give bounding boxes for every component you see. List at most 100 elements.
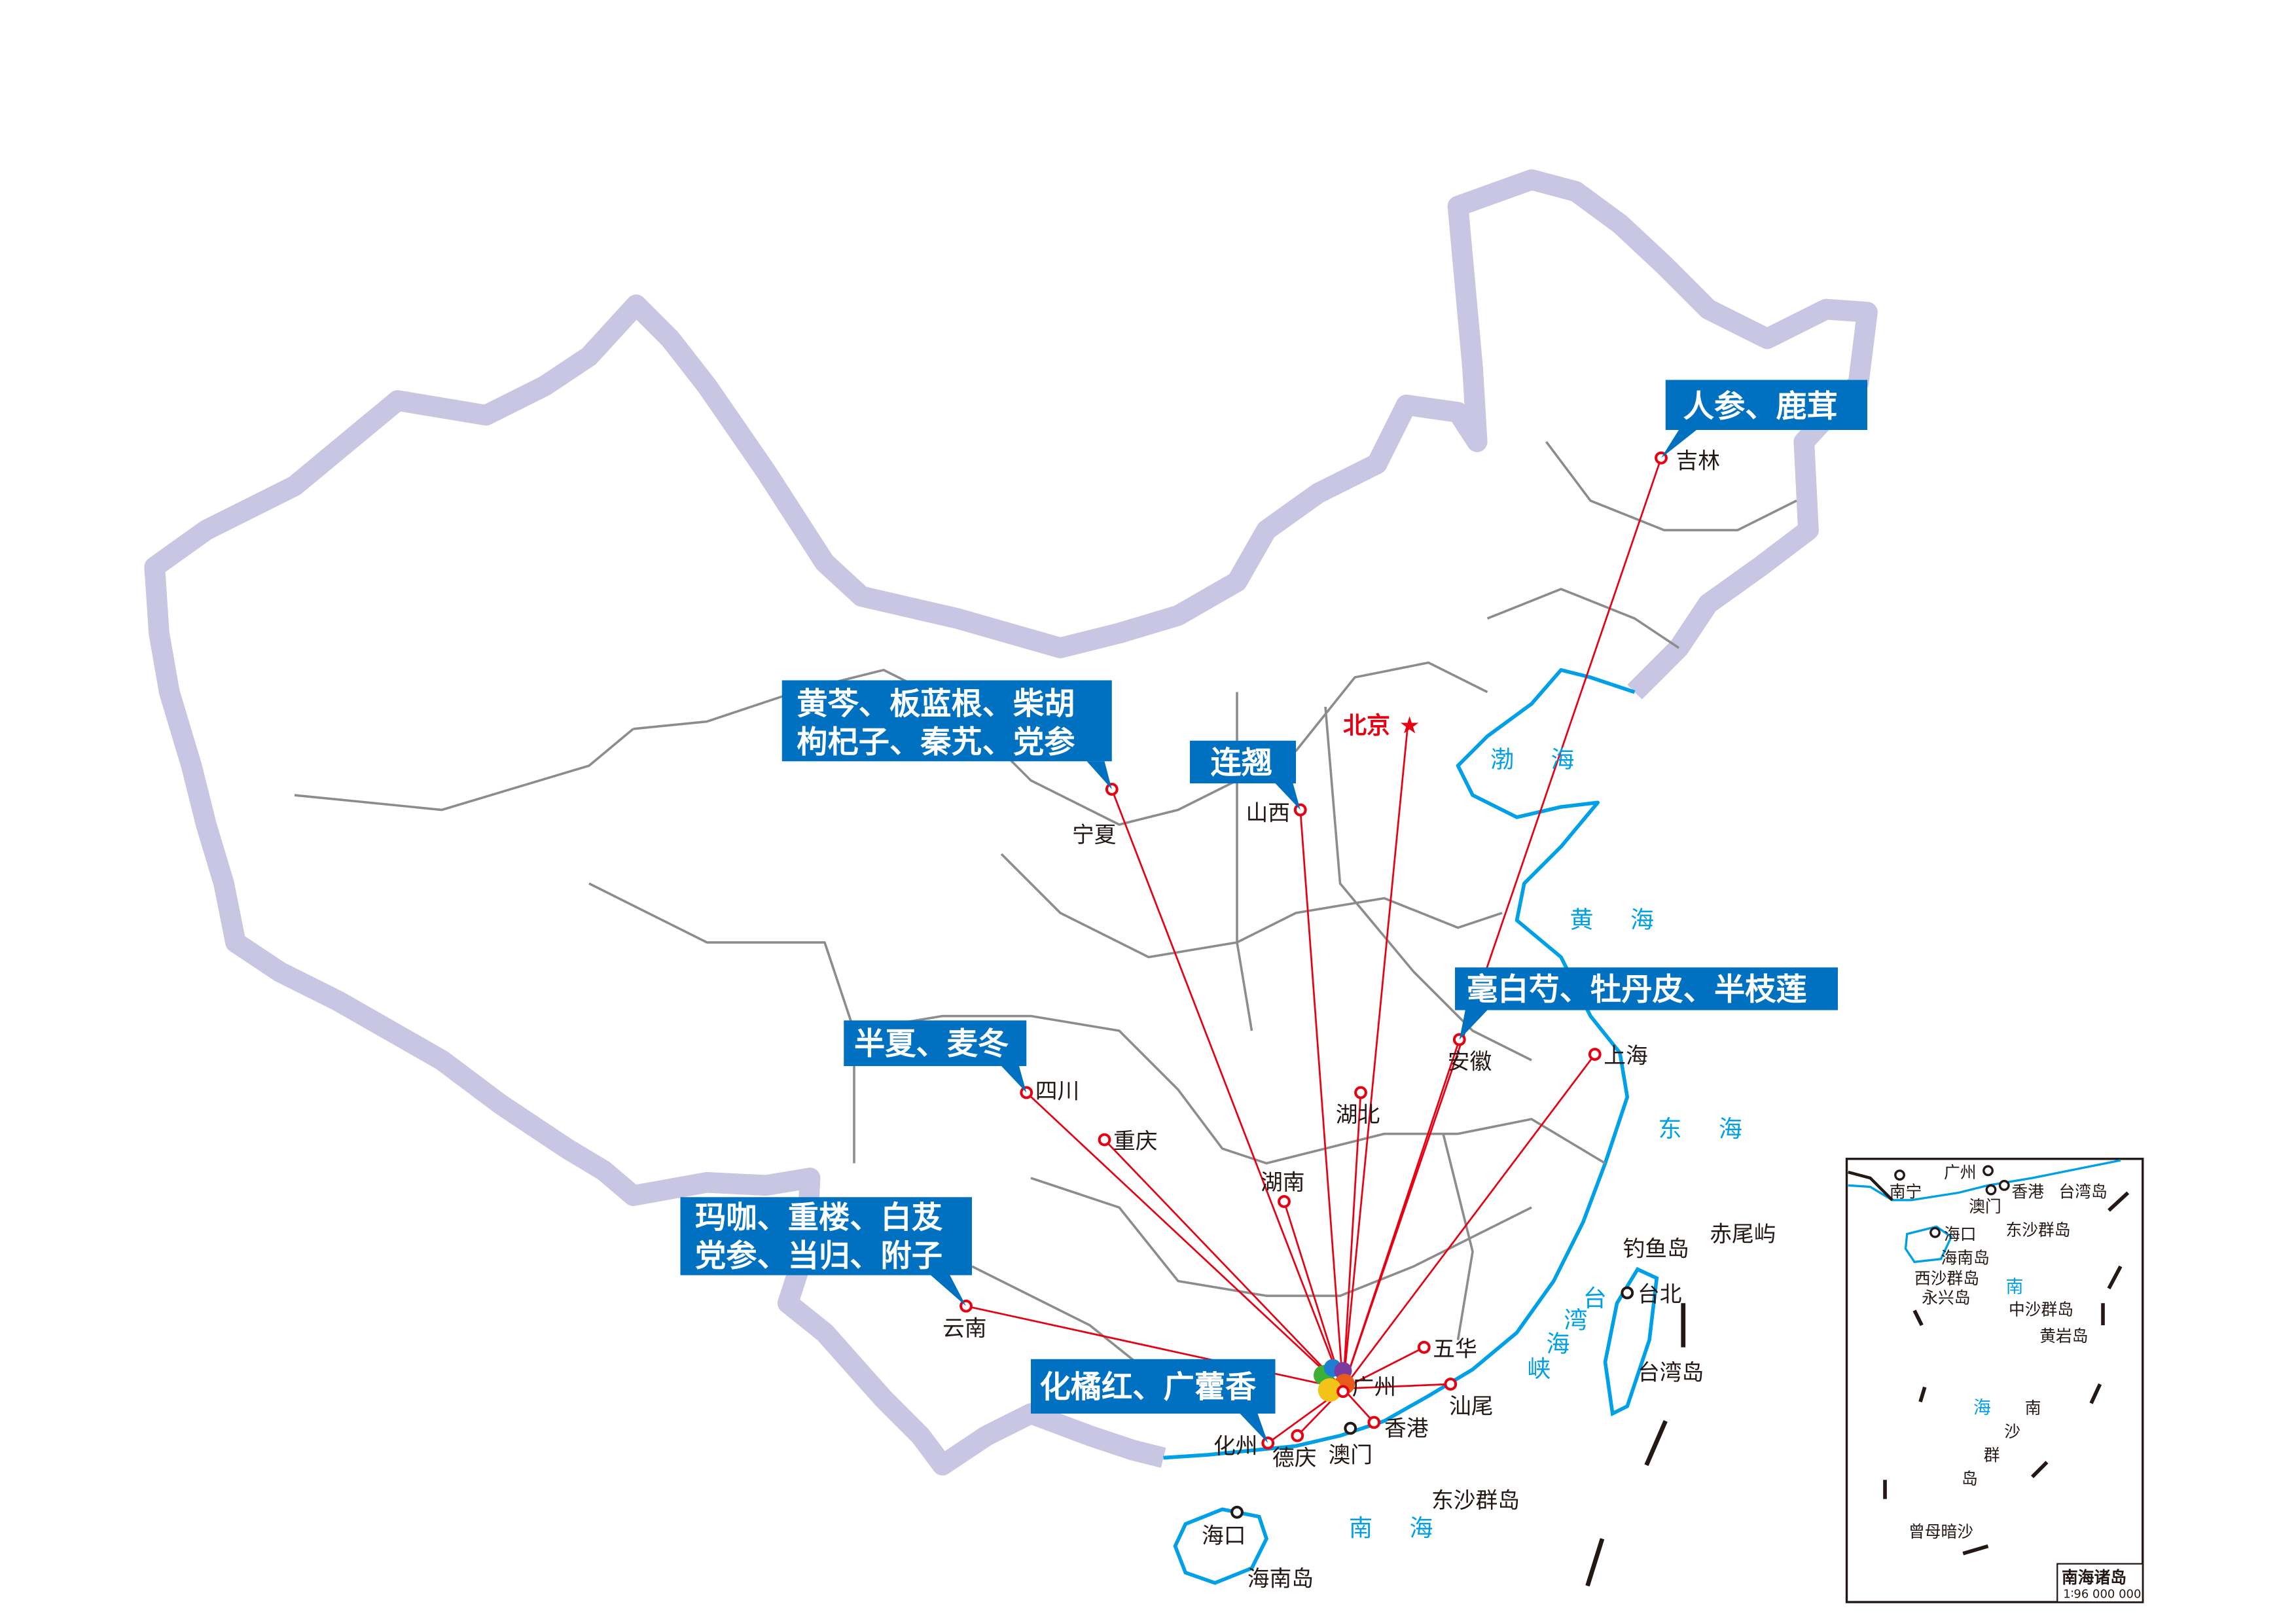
marker-shanwei-icon xyxy=(1444,1378,1458,1391)
callout-jilin: 人参、鹿茸 xyxy=(1661,380,1868,458)
inset-label: 南宁 xyxy=(1890,1182,1922,1201)
inset-city-marker-icon xyxy=(1998,1179,2010,1191)
label-hubei: 湖北 xyxy=(1336,1102,1380,1128)
label-shanxi: 山西 xyxy=(1246,800,1291,825)
label-deqing: 德庆 xyxy=(1272,1445,1317,1471)
route-line-anhui xyxy=(1342,1039,1461,1389)
route-line-wuhua xyxy=(1342,1346,1425,1389)
inset-city-marker-icon xyxy=(1894,1169,1905,1181)
callout-text: 党参、当归、附子 xyxy=(695,1238,942,1274)
marker-hubei-icon xyxy=(1354,1086,1367,1099)
label-taiwan-island: 台湾岛 xyxy=(1638,1359,1704,1385)
route-line-shanghai xyxy=(1342,1054,1596,1389)
sea-donghai: 东 海 xyxy=(1659,1116,1757,1143)
capital-star-icon: ★ xyxy=(1399,713,1420,740)
callout-text: 人参、鹿茸 xyxy=(1683,389,1838,425)
label-huazhou: 化州 xyxy=(1213,1433,1258,1459)
marker-guangzhou-icon xyxy=(1336,1385,1350,1399)
marker-shanxi-icon xyxy=(1293,803,1307,817)
sea-nanhai: 南 海 xyxy=(1349,1515,1448,1542)
marker-chongqing-icon xyxy=(1098,1133,1111,1147)
marker-deqing-icon xyxy=(1291,1429,1304,1442)
route-line-shanwei xyxy=(1342,1383,1451,1390)
place-labels: 吉林 北京 山西 宁夏 安徽 上海 湖北 四川 重庆 湖南 云南 五华 汕尾 香… xyxy=(942,448,1776,1592)
label-ningxia: 宁夏 xyxy=(1072,822,1117,847)
marker-shanghai-icon xyxy=(1588,1048,1602,1061)
label-anhui: 安徽 xyxy=(1448,1049,1492,1075)
callout-sichuan: 半夏、麦冬 xyxy=(844,1020,1027,1093)
route-line-jilin xyxy=(1342,457,1662,1389)
markers xyxy=(960,451,1668,1519)
label-shanwei: 汕尾 xyxy=(1449,1393,1494,1419)
label-hainan-island: 海南岛 xyxy=(1247,1565,1314,1591)
inset-city-marker-icon xyxy=(1982,1165,1994,1177)
routes xyxy=(965,457,1662,1444)
label-wuhua: 五华 xyxy=(1433,1336,1477,1361)
national-border xyxy=(144,169,1878,1476)
label-shanghai: 上海 xyxy=(1604,1043,1648,1069)
route-line-ningxia xyxy=(1111,789,1344,1389)
inset-label: 岛 xyxy=(1962,1469,1978,1488)
inset-south-china-sea: 南宁 广州 澳门 香港 台湾岛 东沙群岛 海口 海南岛 西沙群岛 永兴岛 南 中… xyxy=(1845,1158,2144,1603)
route-line-sichuan xyxy=(1026,1092,1344,1389)
label-beijing: 北京 xyxy=(1343,712,1390,740)
multicolor-logo-icon xyxy=(1314,1359,1355,1402)
land-border xyxy=(144,169,1878,1476)
strait-char: 台 xyxy=(1583,1285,1622,1312)
inset-label: 中沙群岛 xyxy=(2009,1300,2073,1319)
callout-text: 黄芩、板蓝根、柴胡 xyxy=(797,686,1075,722)
callout-text: 连翘 xyxy=(1211,745,1273,781)
route-line-hunan xyxy=(1283,1201,1344,1389)
label-jilin: 吉林 xyxy=(1676,448,1721,474)
strait-char: 湾 xyxy=(1564,1308,1603,1334)
inset-label: 永兴岛 xyxy=(1922,1288,1970,1307)
inset-title: 南海诸岛 xyxy=(2062,1568,2126,1587)
sea-labels: 渤 海 黄 海 东 海 南 海 台 湾 海 峡 xyxy=(1349,746,1757,1542)
marker-hunan-icon xyxy=(1278,1195,1291,1208)
sea-bohai: 渤 海 xyxy=(1490,746,1589,773)
route-line-chongqing xyxy=(1103,1139,1344,1389)
label-chiwei: 赤尾屿 xyxy=(1710,1221,1776,1247)
inset-sea-label: 海 xyxy=(1973,1398,1991,1418)
callout-yunnan: 玛咖、重楼、白芨 党参、当归、附子 xyxy=(680,1197,973,1306)
inset-label: 澳门 xyxy=(1969,1197,2001,1216)
city-marker-icon xyxy=(1344,1421,1357,1435)
inset-label: 西沙群岛 xyxy=(1914,1269,1979,1288)
route-line-hubei xyxy=(1342,1092,1362,1389)
callout-text: 化橘红、广藿香 xyxy=(1040,1369,1257,1405)
strait-char: 海 xyxy=(1547,1331,1585,1358)
callout-text: 半夏、麦冬 xyxy=(854,1026,1009,1062)
nine-dash-line xyxy=(1585,1303,1686,1587)
callout-anhui: 毫白芍、牡丹皮、半枝莲 xyxy=(1455,967,1839,1040)
inset-label: 海南岛 xyxy=(1941,1249,1990,1268)
route-line-shanxi xyxy=(1299,810,1344,1389)
inset-sea-label: 南 xyxy=(2006,1277,2024,1298)
label-macau: 澳门 xyxy=(1329,1442,1373,1467)
inset-label: 南 xyxy=(2025,1399,2041,1418)
marker-ningxia-icon xyxy=(1105,783,1119,796)
label-guangzhou: 广州 xyxy=(1352,1374,1397,1400)
marker-wuhua-icon xyxy=(1417,1340,1431,1354)
inset-scale: 1∶96 000 000 xyxy=(2063,1587,2141,1601)
inset-label: 广州 xyxy=(1944,1163,1977,1182)
inset-city-marker-icon xyxy=(1929,1226,1941,1238)
taiwan-island xyxy=(1603,1266,1659,1417)
callout-ningxia: 黄芩、板蓝根、柴胡 枸杞子、秦艽、党参 xyxy=(781,680,1112,790)
route-line-beijing xyxy=(1342,724,1409,1389)
callout-text: 玛咖、重楼、白芨 xyxy=(695,1200,943,1236)
label-diaoyu: 钓鱼岛 xyxy=(1623,1236,1689,1261)
inset-label: 沙 xyxy=(2004,1422,2020,1441)
label-sichuan: 四川 xyxy=(1035,1079,1080,1104)
label-hunan: 湖南 xyxy=(1261,1169,1305,1195)
inset-label: 香港 xyxy=(2012,1182,2045,1201)
city-marker-icon xyxy=(1621,1286,1634,1300)
inset-city-marker-icon xyxy=(1985,1184,1997,1196)
marker-hongkong-icon xyxy=(1367,1416,1381,1429)
label-taipei: 台北 xyxy=(1638,1281,1682,1307)
marker-huazhou-icon xyxy=(1261,1436,1275,1450)
callout-text: 枸杞子、秦艽、党参 xyxy=(797,724,1075,760)
callout-shanxi: 连翘 xyxy=(1190,740,1300,810)
callout-guangdong: 化橘红、广藿香 xyxy=(1031,1359,1276,1444)
inset-label: 东沙群岛 xyxy=(2006,1221,2071,1240)
